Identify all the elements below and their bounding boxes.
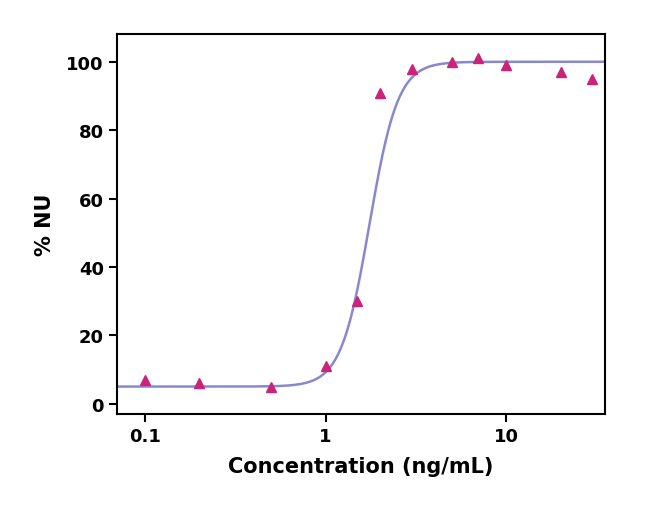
Y-axis label: % NU: % NU [35, 193, 55, 256]
X-axis label: Concentration (ng/mL): Concentration (ng/mL) [228, 457, 493, 476]
